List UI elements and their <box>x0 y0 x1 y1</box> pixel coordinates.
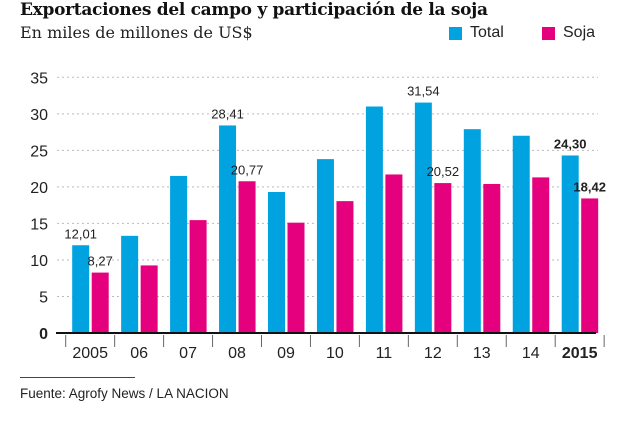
bar-total <box>170 175 188 333</box>
data-label: 20,77 <box>231 162 264 177</box>
x-tick-label: 06 <box>130 345 148 362</box>
bar-soja <box>581 198 599 333</box>
x-tick-label: 09 <box>277 345 295 362</box>
bar-soja <box>140 265 158 333</box>
bar-total <box>219 125 237 333</box>
bar-soja <box>483 183 501 333</box>
legend-swatch-total <box>449 26 462 40</box>
data-label: 8,27 <box>88 254 113 269</box>
bar-total <box>561 155 579 333</box>
x-tick-label: 14 <box>522 345 540 362</box>
y-tick-label: 30 <box>30 107 48 124</box>
legend-label-soja: Soja <box>563 24 596 41</box>
data-label: 31,54 <box>407 84 440 99</box>
chart-title: Exportaciones del campo y participación … <box>20 0 488 20</box>
legend-item-total: Total <box>449 24 504 42</box>
y-tick-label: 15 <box>30 216 48 233</box>
legend-item-soja: Soja <box>542 24 595 42</box>
bar-soja <box>336 201 354 333</box>
data-label: 12,01 <box>64 226 97 241</box>
chart-subtitle: En miles de millones de US$ <box>20 23 253 42</box>
x-tick-label: 2005 <box>72 345 108 362</box>
bar-soja <box>91 272 109 333</box>
bar-total <box>365 106 383 333</box>
x-tick-label: 12 <box>424 345 442 362</box>
x-tick-label: 07 <box>179 345 197 362</box>
bar-soja <box>434 183 452 333</box>
y-tick-label: 5 <box>39 289 48 306</box>
x-tick-label: 13 <box>473 345 491 362</box>
bar-soja <box>189 220 207 333</box>
source-note: Fuente: Agrofy News / LA NACION <box>20 386 229 401</box>
bar-soja <box>238 181 256 333</box>
bar-total <box>512 135 530 333</box>
y-tick-label: 20 <box>30 180 48 197</box>
source-divider <box>20 377 135 378</box>
y-tick-label: 35 <box>30 70 48 87</box>
x-tick-label: 08 <box>228 345 246 362</box>
bar-total <box>463 129 481 333</box>
bar-total <box>316 159 334 333</box>
data-label: 28,41 <box>211 106 244 121</box>
bar-soja <box>532 177 550 333</box>
y-tick-label: 0 <box>39 326 48 343</box>
x-tick-label: 2015 <box>562 345 598 362</box>
bar-total <box>414 102 432 333</box>
legend-label-total: Total <box>470 24 504 41</box>
x-tick-label: 10 <box>326 345 344 362</box>
bar-soja <box>385 174 403 333</box>
x-tick-label: 11 <box>376 345 393 362</box>
data-label: 20,52 <box>427 164 460 179</box>
bar-total <box>72 245 90 333</box>
data-label: 18,42 <box>573 179 606 194</box>
y-tick-label: 10 <box>30 253 48 270</box>
data-label: 24,30 <box>554 136 587 151</box>
y-tick-label: 25 <box>30 143 48 160</box>
legend-swatch-soja <box>542 26 555 40</box>
bar-soja <box>287 222 305 333</box>
bar-total <box>268 191 285 333</box>
bar-total <box>121 235 139 333</box>
